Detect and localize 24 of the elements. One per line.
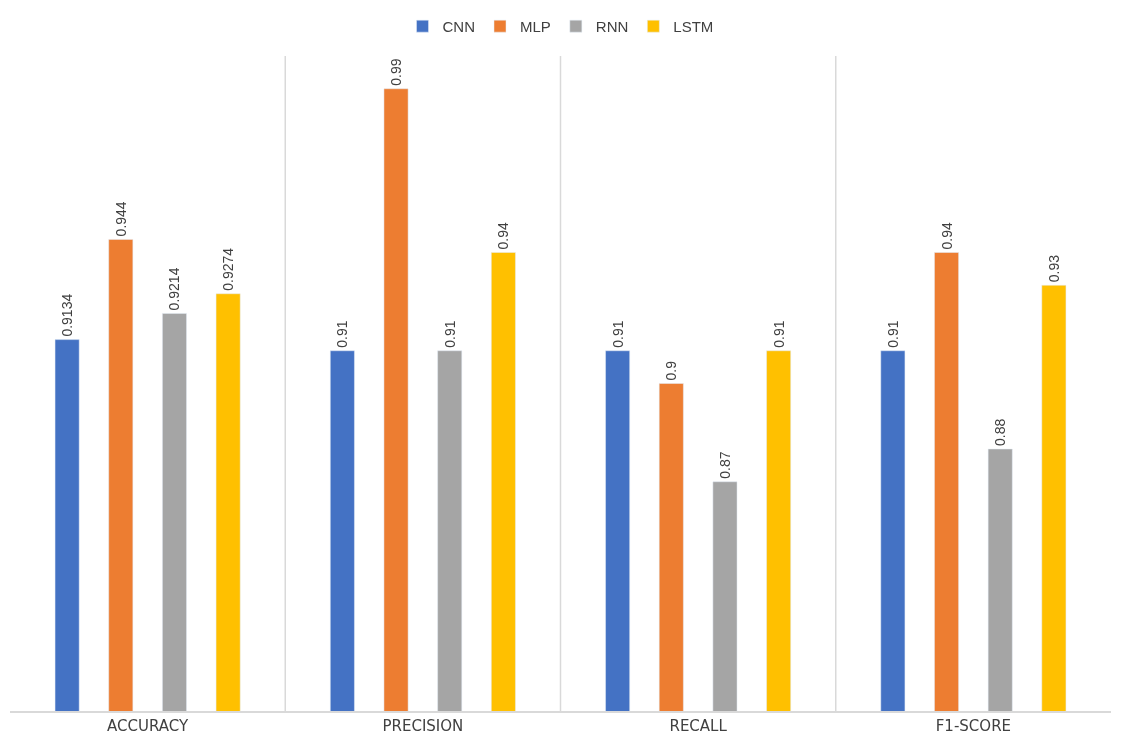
- legend-label: LSTM: [673, 18, 714, 35]
- data-label: 0.91: [770, 320, 787, 348]
- data-label: 0.91: [441, 320, 458, 348]
- legend-label: MLP: [520, 18, 551, 35]
- data-label: 0.91: [884, 320, 901, 348]
- data-label: 0.9214: [166, 267, 183, 311]
- data-label: 0.88: [992, 418, 1009, 446]
- data-label: 0.9274: [220, 247, 237, 291]
- data-label: 0.94: [495, 222, 512, 250]
- x-tick-label: PRECISION: [382, 716, 464, 735]
- x-tick-label: F1-SCORE: [935, 716, 1012, 735]
- data-label: 0.944: [112, 201, 129, 237]
- data-label: 0.9: [663, 360, 680, 381]
- data-label: 0.94: [938, 222, 955, 250]
- legend-label: CNN: [442, 18, 475, 35]
- x-tick-label: RECALL: [669, 716, 728, 735]
- x-tick-label: ACCURACY: [107, 716, 190, 735]
- data-label: 0.99: [388, 58, 405, 86]
- data-label: 0.9134: [59, 293, 76, 337]
- data-label: 0.91: [609, 320, 626, 348]
- data-label: 0.93: [1045, 254, 1062, 283]
- legend-label: RNN: [595, 18, 629, 35]
- data-label: 0.87: [716, 451, 733, 479]
- data-label: 0.91: [334, 320, 351, 348]
